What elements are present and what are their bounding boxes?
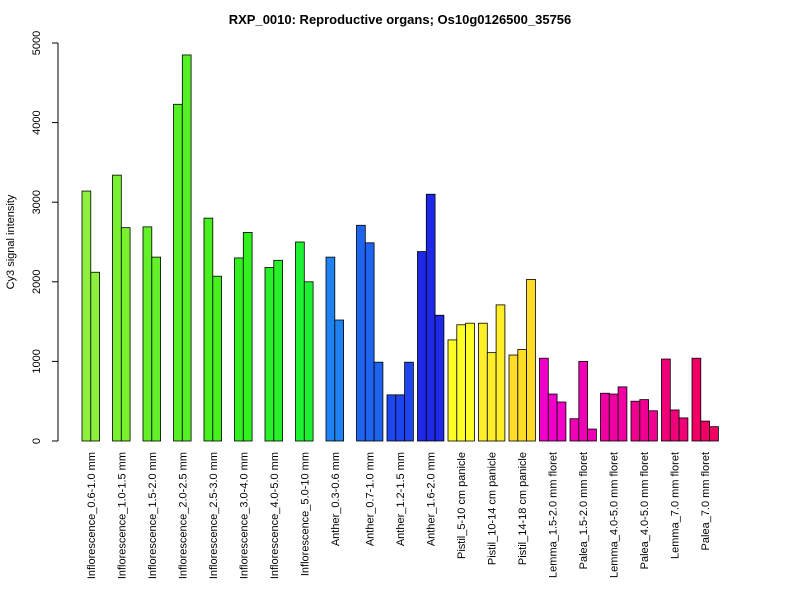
y-tick-label: 5000 <box>31 31 43 55</box>
bar <box>661 358 671 442</box>
bar <box>639 399 649 442</box>
x-tick-label: Lemma_7.0 mm floret <box>670 452 682 559</box>
bar <box>112 174 122 442</box>
bar <box>669 409 680 442</box>
chart-title: RXP_0010: Reproductive organs; Os10g0126… <box>228 12 572 27</box>
x-tick-label: Anther_1.2-1.5 mm <box>395 452 407 546</box>
y-tick-label: 4000 <box>31 110 43 134</box>
x-tick-label: Anther_0.3-0.6 mm <box>330 452 342 546</box>
bar <box>273 259 283 442</box>
bar <box>295 241 305 442</box>
bar <box>173 103 183 442</box>
x-tick-label: Palea_7.0 mm floret <box>700 452 712 550</box>
bar <box>417 251 427 442</box>
bar <box>303 281 314 442</box>
bar <box>556 401 567 442</box>
bar <box>456 324 466 442</box>
bar <box>617 386 628 442</box>
bar <box>325 256 336 442</box>
bar <box>212 275 223 442</box>
x-tick-label: Palea_4.0-5.0 mm floret <box>639 452 651 569</box>
y-tick-label: 1000 <box>31 349 43 373</box>
bar <box>648 410 658 442</box>
bar <box>404 361 414 442</box>
x-tick-label: Pistil_10-14 cm panicle <box>487 452 499 565</box>
y-tick-label: 0 <box>31 438 43 444</box>
x-tick-label: Pistil_14-18 cm panicle <box>517 452 529 565</box>
bar <box>465 322 475 442</box>
bar <box>181 54 192 442</box>
x-tick-label: Palea_1.5-2.0 mm floret <box>578 452 590 569</box>
x-tick-label: Inflorescence_2.0-2.5 mm <box>177 452 189 579</box>
bar <box>386 394 397 442</box>
bar <box>264 267 275 442</box>
bar <box>242 232 253 442</box>
bar <box>691 357 702 442</box>
bar <box>600 392 610 442</box>
bar <box>517 349 527 442</box>
x-tick-label: Lemma_4.0-5.0 mm floret <box>609 452 621 578</box>
bar <box>700 420 710 442</box>
bar <box>395 394 405 442</box>
x-tick-label: Inflorescence_2.5-3.0 mm <box>208 452 220 579</box>
x-tick-label: Inflorescence_0.6-1.0 mm <box>86 452 98 579</box>
bar <box>526 279 536 442</box>
bar <box>425 193 436 442</box>
x-tick-label: Inflorescence_1.0-1.5 mm <box>116 452 128 579</box>
bar <box>434 314 445 442</box>
x-tick-label: Anther_0.7-1.0 mm <box>365 452 377 546</box>
bar <box>547 393 558 442</box>
bars <box>81 54 719 442</box>
x-tick-label: Pistil_5-10 cm panicle <box>456 452 468 559</box>
y-axis: 0 1000 2000 3000 4000 5000 <box>31 31 59 444</box>
bar <box>608 393 619 442</box>
bar <box>373 361 384 442</box>
bar <box>234 257 244 442</box>
y-tick-label: 3000 <box>31 190 43 214</box>
bar <box>364 242 375 442</box>
bar <box>203 217 214 442</box>
bar <box>142 226 153 442</box>
bar <box>678 417 689 442</box>
bar <box>356 224 366 442</box>
bar <box>81 190 92 442</box>
y-tick-label: 2000 <box>31 270 43 294</box>
bar <box>578 360 588 442</box>
x-axis-labels: Inflorescence_0.6-1.0 mm Inflorescence_1.… <box>86 452 712 579</box>
bar <box>508 354 519 442</box>
x-tick-label: Lemma_1.5-2.0 mm floret <box>548 452 560 578</box>
x-tick-label: Inflorescence_3.0-4.0 mm <box>238 452 250 579</box>
bar <box>569 418 580 442</box>
bar <box>151 256 162 442</box>
bar <box>90 271 101 442</box>
bar <box>486 352 497 442</box>
x-tick-label: Inflorescence_1.5-2.0 mm <box>147 452 159 579</box>
bar <box>539 357 549 442</box>
bar <box>447 339 458 442</box>
bar <box>495 304 506 442</box>
bar <box>334 319 344 442</box>
y-axis-label: Cy3 signal intensity <box>5 194 17 289</box>
bar <box>630 400 641 442</box>
bar <box>120 227 131 442</box>
bar <box>478 322 488 442</box>
x-tick-label: Inflorescence_5.0-10 mm <box>299 452 311 576</box>
x-tick-label: Anther_1.6-2.0 mm <box>426 452 438 546</box>
bar <box>709 426 719 442</box>
x-tick-label: Inflorescence_4.0-5.0 mm <box>269 452 281 579</box>
bar <box>587 428 597 442</box>
